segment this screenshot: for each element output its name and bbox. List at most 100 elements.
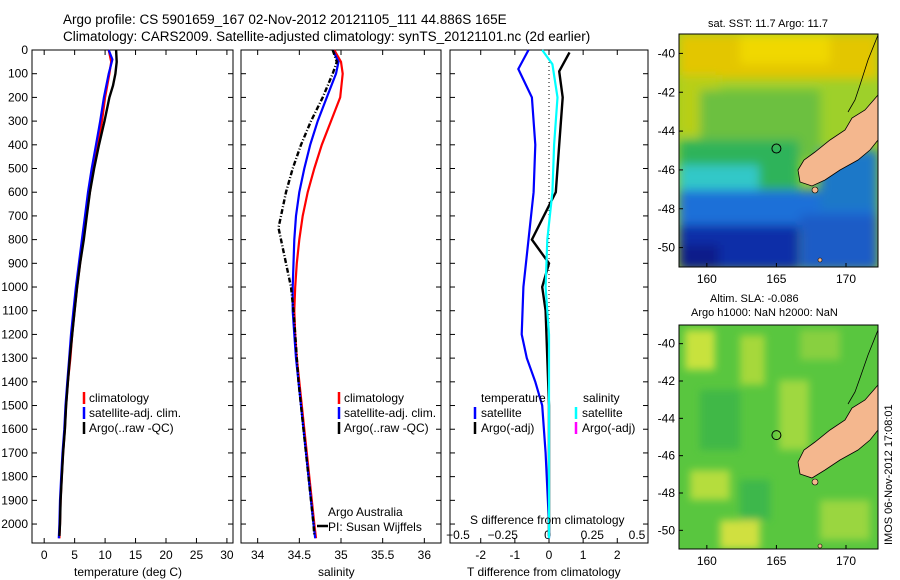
temperature-plot-frame (31, 49, 234, 544)
difference-y-ticks (450, 49, 648, 525)
map-lon-label: 160 (697, 554, 717, 568)
depth-tick-label: 200 (8, 90, 28, 104)
legend-label-climatology: climatology (89, 391, 149, 405)
depth-tick-label: 900 (8, 256, 28, 270)
map-lat-label: -44 (658, 124, 676, 138)
x-tick-label: -1 (510, 548, 521, 562)
figure-title-line2: Climatology: CARS2009. Satellite-adjuste… (63, 29, 590, 44)
credit-line-1: Argo Australia (328, 505, 403, 519)
sst-profile-location-marker (771, 143, 782, 154)
x-tick-label: 5 (71, 548, 78, 562)
x-tick-label: -2 (475, 548, 486, 562)
salinity-plot-frame (240, 49, 442, 544)
series-line-argo-raw-qc- (58, 49, 118, 536)
map-lat-label: -48 (658, 486, 676, 500)
series-line-salinity-satellite (541, 49, 559, 539)
s-diff-tick-label: 0.5 (629, 528, 646, 542)
map-lon-label: 165 (766, 272, 786, 286)
depth-tick-label: 100 (8, 67, 28, 81)
depth-tick-label: 1500 (1, 399, 28, 413)
s-diff-tick-label: −0.25 (488, 528, 519, 542)
depth-tick-label: 0 (21, 43, 28, 57)
map-lat-label: -48 (658, 202, 676, 216)
series-line-argo-raw-qc- (277, 49, 339, 536)
map-lat-label: -40 (658, 337, 676, 351)
depth-tick-label: 1800 (1, 470, 28, 484)
sla-profile-location-marker (771, 430, 782, 441)
legend-label-temp-satellite: satellite (481, 406, 522, 420)
salinity-x-ticks: 34 34.5 35 35.5 36 (251, 50, 431, 562)
sla-map-ticks: 160 165 170 -40 -42 -44 -46 -48 -50 (658, 337, 857, 568)
sla-map-image (679, 325, 878, 549)
salinity-series (277, 49, 344, 539)
legend-label-satellite: satellite-adj. clim. (89, 406, 181, 420)
x-tick-label: 34 (251, 548, 265, 562)
x-tick-label: 35.5 (371, 548, 395, 562)
s-diff-tick-label: −0.5 (446, 528, 470, 542)
sst-land-outline (797, 94, 878, 187)
map-lat-label: -42 (658, 85, 676, 99)
sst-map-panel: sat. SST: 11.7 Argo: 11.7 160 165 1 (658, 18, 879, 286)
series-line-satellite-adj-clim- (291, 49, 340, 539)
series-line-temperature-satellite (517, 49, 551, 539)
depth-tick-label: 1000 (1, 280, 28, 294)
map-lat-label: -40 (658, 46, 676, 60)
temperature-x-label: temperature (deg C) (74, 565, 182, 579)
x-tick-label: 0 (546, 548, 553, 562)
depth-tick-label: 300 (8, 114, 28, 128)
legend-label-temp-argo: Argo(-adj) (481, 421, 534, 435)
legend-label-argo: Argo(..raw -QC) (89, 421, 174, 435)
sla-map-panel: Altim. SLA: -0.086 Argo h1000: NaN h2000… (658, 293, 879, 568)
map-lon-label: 165 (766, 554, 786, 568)
depth-tick-label: 1300 (1, 351, 28, 365)
salinity-y-ticks (241, 49, 441, 525)
depth-tick-label: 1600 (1, 422, 28, 436)
x-tick-label: 1 (580, 548, 587, 562)
difference-panel: -2 -1 0 1 2 −0.5 −0.25 0 0.25 0.5 S difference f… (446, 49, 649, 579)
map-lon-label: 170 (836, 554, 856, 568)
difference-legend: temperature satellite Argo(-adj) salinit… (473, 391, 635, 435)
salinity-legend: climatology satellite-adj. clim. Argo(..… (337, 391, 436, 435)
map-lat-label: -50 (658, 241, 676, 255)
x-tick-label: 10 (98, 548, 112, 562)
difference-x-label: T difference from climatology (467, 565, 621, 579)
depth-tick-label: 500 (8, 162, 28, 176)
map-lon-label: 170 (836, 272, 856, 286)
legend-label-satellite: satellite-adj. clim. (344, 406, 436, 420)
difference-x-ticks: -2 -1 0 1 2 (475, 50, 621, 562)
x-tick-label: 30 (220, 548, 234, 562)
x-tick-label: 35 (334, 548, 348, 562)
depth-tick-label: 1900 (1, 493, 28, 507)
legend-title-salinity: salinity (583, 391, 620, 405)
temperature-legend: climatology satellite-adj. clim. Argo(..… (82, 391, 181, 435)
imos-timestamp-stamp: IMOS 06-Nov-2012 17:08:01 (883, 404, 895, 545)
series-line-temperature-argo-adj- (530, 51, 571, 536)
depth-tick-label: 1400 (1, 375, 28, 389)
legend-label-argo: Argo(..raw -QC) (344, 421, 429, 435)
x-tick-label: 34.5 (288, 548, 312, 562)
sst-map-image (679, 34, 878, 267)
x-tick-label: 36 (418, 548, 432, 562)
sst-map-ticks: 160 165 170 -40 -42 -44 -46 -48 -50 (658, 46, 857, 286)
map-lat-label: -50 (658, 523, 676, 537)
legend-label-sal-satellite: satellite (582, 406, 623, 420)
map-lon-label: 160 (697, 272, 717, 286)
legend-title-temperature: temperature (481, 391, 546, 405)
x-tick-label: 20 (159, 548, 173, 562)
temperature-panel: 0 5 10 15 20 25 30 0 100 200 300 400 500 600 700 800 90… (1, 43, 234, 579)
sla-map-title-line2: Argo h1000: NaN h2000: NaN (691, 307, 838, 319)
sst-map-title: sat. SST: 11.7 Argo: 11.7 (708, 18, 828, 30)
map-lat-label: -44 (658, 411, 676, 425)
map-lat-label: -46 (658, 163, 676, 177)
x-tick-label: 15 (129, 548, 143, 562)
sla-land-outline (797, 384, 878, 479)
salinity-panel: 34 34.5 35 35.5 36 salinity climatology sate… (240, 49, 442, 579)
difference-series (517, 49, 571, 539)
s-diff-tick-label: 0.25 (581, 528, 605, 542)
series-line-climatology (293, 49, 344, 539)
depth-tick-label: 1200 (1, 327, 28, 341)
temperature-x-ticks: 0 5 10 15 20 25 30 (41, 50, 234, 562)
sst-map-frame (678, 33, 879, 268)
difference-top-ticks: −0.5 −0.25 0 0.25 0.5 (446, 528, 646, 542)
